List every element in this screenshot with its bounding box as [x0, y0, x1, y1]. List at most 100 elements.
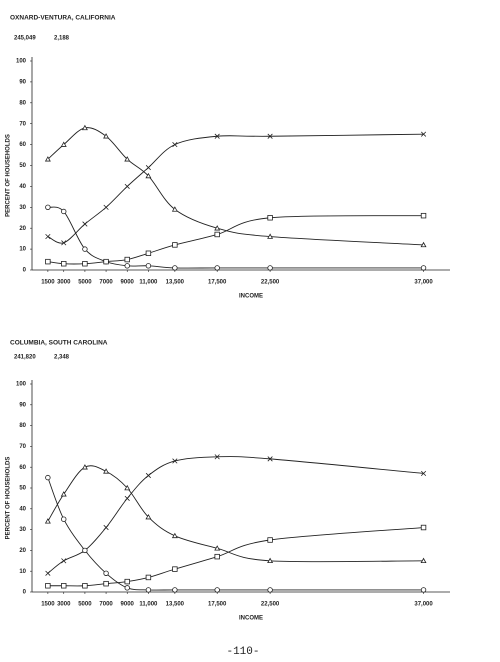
- x-tick-label: 7000: [99, 280, 113, 286]
- marker-circle: [214, 265, 220, 271]
- x-tick-label: 13,500: [166, 602, 185, 608]
- marker-circle: [103, 570, 109, 576]
- marker-circle: [267, 265, 273, 271]
- marker-circle: [172, 265, 178, 271]
- y-tick-label: 100: [16, 382, 27, 388]
- y-axis-label: PERCENT OF HOUSEHOLDS: [6, 134, 12, 217]
- marker-square: [172, 242, 178, 248]
- x-tick-label: 11,000: [139, 280, 158, 286]
- marker-triangle: [171, 532, 178, 539]
- marker-circle: [82, 547, 88, 554]
- y-tick-label: 20: [19, 548, 26, 554]
- x-tick-label: 9000: [121, 602, 135, 608]
- x-axis-label: INCOME: [239, 294, 263, 300]
- y-tick-label: 10: [19, 569, 26, 575]
- x-tick-label: 17,500: [208, 602, 227, 608]
- marker-triangle: [171, 206, 178, 212]
- marker-triangle: [103, 133, 110, 139]
- marker-circle: [61, 516, 67, 522]
- y-tick-label: 40: [19, 184, 26, 190]
- marker-square: [82, 261, 88, 267]
- x-tick-label: 1500: [41, 280, 55, 286]
- marker-x: [61, 558, 67, 564]
- y-tick-label: 90: [19, 402, 26, 408]
- x-tick-label: 5000: [78, 280, 92, 286]
- marker-x: [267, 456, 273, 462]
- marker-triangle: [44, 518, 51, 524]
- marker-circle: [420, 265, 427, 271]
- marker-circle: [61, 208, 67, 215]
- y-tick-label: 10: [19, 247, 26, 253]
- y-tick-label: 50: [19, 486, 26, 492]
- series-curve: [47, 456, 424, 574]
- series-curve: [47, 465, 424, 563]
- marker-square: [214, 553, 220, 560]
- y-tick-label: 20: [19, 226, 26, 232]
- y-tick-label: 30: [19, 205, 26, 211]
- marker-x: [420, 131, 427, 137]
- marker-x: [214, 454, 220, 460]
- marker-x: [45, 233, 51, 240]
- x-tick-label: 3000: [57, 602, 71, 608]
- x-tick-label: 22,500: [261, 280, 280, 286]
- series-curve: [47, 215, 424, 265]
- marker-triangle: [81, 124, 88, 131]
- marker-square: [214, 231, 220, 238]
- y-tick-label: 30: [19, 527, 26, 533]
- marker-x: [145, 472, 151, 479]
- marker-triangle: [420, 241, 427, 248]
- marker-circle: [45, 204, 51, 210]
- marker-square: [61, 583, 67, 589]
- x-tick-label: 11,000: [139, 602, 158, 608]
- marker-square: [145, 574, 152, 581]
- x-tick-label: 3000: [57, 280, 71, 286]
- header-number: 2,188: [54, 36, 70, 42]
- header-number: 245,049: [14, 36, 36, 42]
- marker-triangle: [124, 484, 131, 491]
- marker-square: [45, 583, 51, 589]
- marker-triangle: [214, 545, 221, 551]
- marker-triangle: [81, 464, 88, 470]
- marker-square: [45, 258, 51, 265]
- marker-square: [103, 258, 109, 265]
- chart-title: OXNARD-VENTURA, CALIFORNIA: [10, 15, 116, 22]
- marker-triangle: [267, 233, 274, 239]
- x-tick-label: 37,000: [414, 280, 433, 286]
- marker-triangle: [145, 513, 152, 520]
- chart-title: COLUMBIA, SOUTH CAROLINA: [10, 340, 108, 347]
- marker-circle: [214, 587, 220, 593]
- marker-square: [267, 537, 273, 543]
- marker-square: [82, 583, 88, 589]
- x-tick-label: 1500: [41, 602, 55, 608]
- marker-x: [172, 142, 178, 148]
- marker-x: [420, 470, 427, 477]
- y-tick-label: 100: [16, 59, 27, 65]
- marker-triangle: [60, 141, 67, 147]
- y-axis-label: PERCENT OF HOUSEHOLDS: [6, 457, 12, 540]
- marker-x: [103, 524, 109, 531]
- y-tick-label: 0: [23, 590, 27, 596]
- marker-x: [172, 458, 178, 464]
- page-number: -110-: [226, 646, 259, 658]
- marker-x: [267, 133, 273, 139]
- series-curve: [47, 527, 424, 587]
- header-number: 2,348: [54, 355, 70, 361]
- x-tick-label: 17,500: [208, 280, 227, 286]
- y-tick-label: 80: [19, 423, 26, 429]
- marker-x: [45, 570, 51, 576]
- marker-circle: [124, 263, 130, 269]
- marker-x: [214, 133, 220, 139]
- marker-circle: [267, 587, 273, 593]
- marker-square: [124, 578, 130, 585]
- marker-triangle: [44, 156, 51, 162]
- marker-triangle: [267, 557, 274, 564]
- marker-square: [172, 566, 178, 572]
- marker-triangle: [420, 557, 427, 564]
- series-curve: [47, 133, 424, 244]
- marker-x: [124, 183, 130, 189]
- marker-square: [124, 256, 130, 263]
- marker-circle: [45, 474, 51, 481]
- marker-circle: [145, 587, 152, 593]
- y-tick-label: 50: [19, 163, 26, 169]
- x-tick-label: 37,000: [414, 602, 433, 608]
